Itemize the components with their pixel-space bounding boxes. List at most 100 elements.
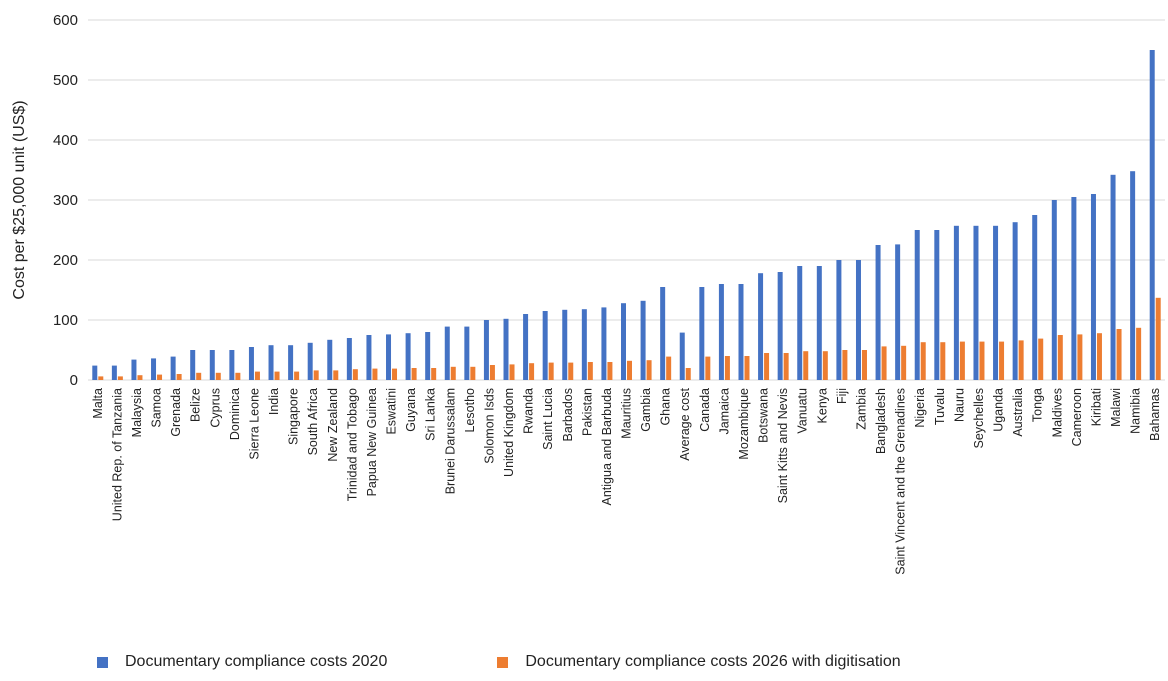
- bar-2026: [431, 368, 437, 380]
- x-tick-label: Nauru: [952, 388, 966, 422]
- legend-label-2026: Documentary compliance costs 2026 with d…: [525, 653, 901, 670]
- bar-2026: [1077, 334, 1083, 380]
- bar-2020: [386, 334, 392, 380]
- bar-2026: [1155, 297, 1161, 380]
- bar-2026: [1038, 338, 1044, 380]
- x-tick-label: New Zealand: [326, 388, 340, 462]
- x-tick-label: Australia: [1011, 388, 1025, 437]
- bar-2026: [764, 353, 770, 380]
- bar-2026: [235, 372, 241, 380]
- x-tick-label: Jamaica: [717, 388, 731, 435]
- bar-2020: [895, 244, 901, 380]
- bar-2026: [1136, 327, 1142, 380]
- bar-2020: [1032, 215, 1038, 380]
- bar-2020: [229, 350, 235, 380]
- x-tick-label: Average cost: [678, 387, 692, 460]
- x-tick-label: Grenada: [169, 388, 183, 437]
- bar-2026: [137, 375, 143, 380]
- bar-2020: [268, 345, 274, 380]
- bar-2020: [1051, 200, 1057, 380]
- y-tick-label: 0: [70, 372, 78, 389]
- x-tick-label: Bahamas: [1148, 388, 1162, 441]
- bar-2020: [816, 266, 822, 380]
- bar-2020: [581, 309, 587, 380]
- bar-2026: [176, 374, 182, 380]
- x-tick-label: Saint Vincent and the Grenadines: [894, 388, 908, 575]
- x-tick-label: Pakistan: [580, 388, 594, 436]
- bar-2020: [640, 300, 646, 380]
- bar-2020: [542, 311, 548, 380]
- y-axis-label: Cost per $25,000 unit (US$): [11, 100, 28, 299]
- bar-2020: [718, 284, 724, 380]
- bar-2020: [190, 350, 196, 380]
- bar-2020: [248, 347, 254, 380]
- x-tick-label: India: [267, 388, 281, 415]
- x-tick-label: Singapore: [287, 388, 301, 445]
- x-tick-label: Guyana: [404, 388, 418, 432]
- bar-2026: [685, 368, 691, 380]
- x-tick-label: Maldives: [1050, 388, 1064, 437]
- x-tick-label: Cameroon: [1070, 388, 1084, 446]
- bar-2026: [803, 351, 809, 380]
- bar-2020: [621, 303, 626, 380]
- bar-2026: [587, 362, 593, 380]
- bar-2026: [313, 370, 319, 380]
- bar-2026: [724, 356, 730, 380]
- bar-2020: [425, 332, 431, 380]
- y-tick-label: 100: [53, 312, 78, 329]
- bar-2020: [151, 358, 157, 380]
- x-tick-label: Cyprus: [208, 388, 222, 428]
- bar-2020: [523, 314, 529, 380]
- bar-2026: [489, 365, 495, 380]
- bar-2020: [327, 339, 333, 380]
- y-tick-label: 300: [53, 192, 78, 209]
- bar-2026: [1057, 335, 1063, 380]
- bar-2020: [993, 225, 999, 380]
- bar-2026: [372, 368, 378, 380]
- x-tick-label: South Africa: [306, 388, 320, 455]
- bar-2020: [660, 287, 666, 380]
- x-tick-label: Botswana: [757, 388, 771, 443]
- x-tick-label: Eswatini: [385, 388, 399, 435]
- bar-2026: [881, 346, 887, 380]
- legend-swatch-2026: [497, 656, 509, 668]
- bar-2020: [288, 345, 294, 380]
- x-tick-label: Sri Lanka: [424, 388, 438, 441]
- legend: Documentary compliance costs 2020 Docume…: [97, 653, 901, 671]
- bar-2026: [901, 345, 907, 380]
- x-tick-label: Gambia: [639, 388, 653, 432]
- x-tick-label: Solomon Isds: [482, 388, 496, 464]
- x-tick-label: Malaysia: [130, 388, 144, 437]
- y-tick-label: 600: [53, 12, 78, 29]
- x-tick-label: Dominica: [228, 388, 242, 440]
- bar-2026: [999, 341, 1005, 380]
- bar-2026: [959, 341, 965, 380]
- x-tick-label: Rwanda: [522, 388, 536, 434]
- bar-2020: [366, 335, 372, 380]
- x-tick-label: Mozambique: [737, 388, 751, 460]
- y-tick-label: 200: [53, 252, 78, 269]
- x-tick-label: Uganda: [992, 388, 1006, 432]
- bar-2026: [98, 376, 104, 380]
- bar-2026: [450, 366, 456, 380]
- bar-2020: [307, 342, 313, 380]
- x-tick-label: Papua New Guinea: [365, 388, 379, 496]
- x-tick-label: Seychelles: [972, 388, 986, 448]
- x-tick-label: Tuvalu: [933, 388, 947, 425]
- x-tick-label: Brunei Darussalam: [443, 388, 457, 494]
- bar-2026: [744, 356, 750, 380]
- bar-2026: [979, 341, 985, 380]
- legend-item-2020: Documentary compliance costs 2020: [97, 653, 387, 671]
- x-tick-label: Lesotho: [463, 388, 477, 433]
- bar-2026: [568, 362, 574, 380]
- x-tick-label: Antigua and Barbuda: [600, 388, 614, 506]
- bar-2020: [562, 309, 568, 380]
- bar-2020: [1090, 194, 1096, 380]
- bar-2026: [274, 371, 280, 380]
- x-tick-label: Bangladesh: [874, 388, 888, 454]
- bar-2026: [411, 368, 417, 380]
- bar-2026: [215, 372, 221, 380]
- bar-2020: [346, 338, 352, 380]
- x-tick-label: Fiji: [835, 388, 849, 404]
